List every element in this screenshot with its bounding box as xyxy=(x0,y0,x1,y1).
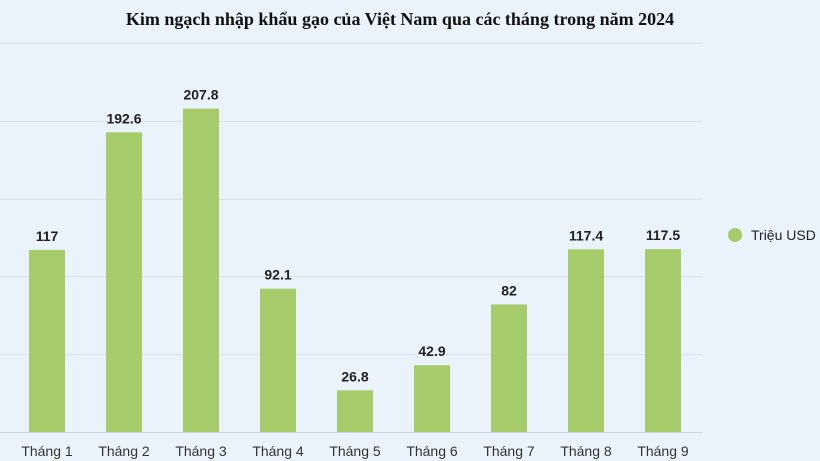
x-tick-label: Tháng 1 xyxy=(21,443,73,459)
legend-marker-icon xyxy=(728,228,742,242)
bar-1 xyxy=(29,249,65,432)
bar-7 xyxy=(491,304,527,432)
bar-value-label: 26.8 xyxy=(341,368,368,384)
x-tick-label: Tháng 4 xyxy=(252,443,304,459)
bars xyxy=(29,108,681,433)
x-tick-label: Tháng 5 xyxy=(329,443,381,459)
bar-value-label: 92.1 xyxy=(264,267,291,283)
bar-value-label: 82 xyxy=(501,282,517,298)
bar-6 xyxy=(414,365,450,432)
legend-label: Triệu USD xyxy=(751,227,816,243)
x-tick-label: Tháng 9 xyxy=(637,443,689,459)
x-axis-tick-labels: Tháng 1 Tháng 2 Tháng 3 Tháng 4 Tháng 5 Tháng… xyxy=(21,443,689,459)
bar-value-labels: 117 192.6 207.8 92.1 26.8 42.9 82 117.4 117.5 xyxy=(36,87,681,385)
bar-value-label: 117.4 xyxy=(569,227,603,243)
bar-8 xyxy=(568,249,604,432)
bar-value-label: 192.6 xyxy=(106,110,141,126)
x-tick-label: Tháng 7 xyxy=(483,443,535,459)
bar-4 xyxy=(260,288,296,432)
bar-9 xyxy=(645,249,681,432)
bar-value-label: 117 xyxy=(36,228,59,244)
bar-2 xyxy=(106,132,142,433)
x-tick-label: Tháng 3 xyxy=(175,443,227,459)
bar-5 xyxy=(337,390,373,432)
legend: Triệu USD xyxy=(728,227,816,243)
x-tick-label: Tháng 6 xyxy=(406,443,458,459)
chart-title: Kim ngạch nhập khẩu gạo của Việt Nam qua… xyxy=(126,9,674,29)
x-tick-label: Tháng 8 xyxy=(560,443,612,459)
x-tick-label: Tháng 2 xyxy=(98,443,150,459)
bar-value-label: 207.8 xyxy=(183,87,218,103)
bar-3 xyxy=(183,108,219,432)
bar-value-label: 42.9 xyxy=(418,343,445,359)
bar-value-label: 117.5 xyxy=(646,227,680,243)
